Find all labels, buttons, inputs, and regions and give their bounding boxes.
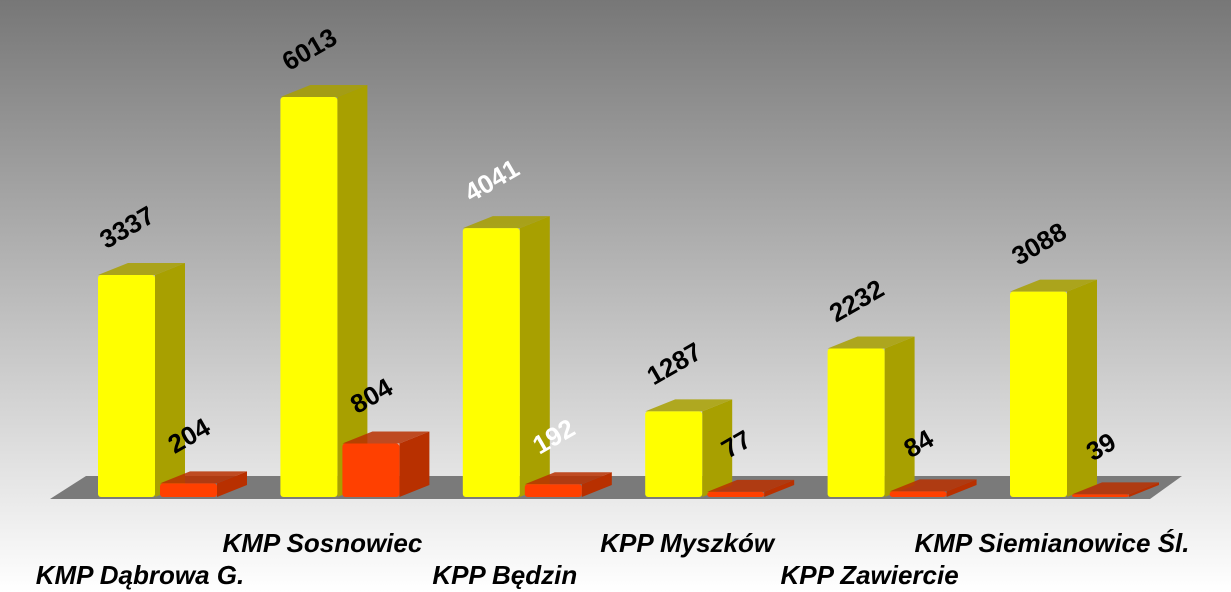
bar-side (581, 472, 612, 497)
bar-top (280, 85, 368, 97)
bar-top (889, 479, 977, 492)
bar (280, 97, 338, 497)
bar-side (1067, 279, 1097, 497)
bar-side (1129, 482, 1159, 497)
bar-top (462, 216, 550, 229)
bar-side (217, 471, 247, 497)
x-tick-label: KPP Zawiercie (780, 560, 958, 590)
bar (645, 411, 703, 497)
bar-top (645, 399, 733, 412)
bar (160, 483, 217, 497)
x-tick-label: KMP Siemianowice Śl. (914, 528, 1189, 558)
bar-top (827, 336, 915, 349)
bar (889, 491, 947, 497)
bar (1010, 291, 1067, 497)
bar (98, 275, 155, 497)
bar-top (1072, 482, 1159, 495)
bar-top (98, 263, 185, 276)
bar-side (519, 216, 550, 497)
bar (524, 484, 582, 497)
bar-top (524, 472, 612, 485)
x-tick-label: KPP Myszków (600, 528, 776, 558)
bar (462, 228, 520, 497)
bar-top (160, 471, 247, 484)
x-tick-label: KMP Sosnowiec (222, 528, 422, 558)
bar (342, 443, 400, 497)
bar-side (337, 85, 368, 497)
x-tick-label: KMP Dąbrowa G. (36, 560, 245, 590)
bar-side (155, 263, 185, 497)
bar-top (342, 431, 430, 444)
bar-side (884, 336, 915, 497)
bar-top (707, 479, 795, 492)
bar (707, 491, 765, 497)
bar (1072, 494, 1129, 497)
bar-side (764, 479, 795, 497)
x-tick-label: KPP Będzin (432, 560, 577, 590)
bar-side (399, 431, 430, 497)
bar-side (702, 399, 733, 497)
bar-top (1010, 279, 1097, 292)
bar (827, 348, 885, 497)
bar-side (946, 479, 977, 497)
